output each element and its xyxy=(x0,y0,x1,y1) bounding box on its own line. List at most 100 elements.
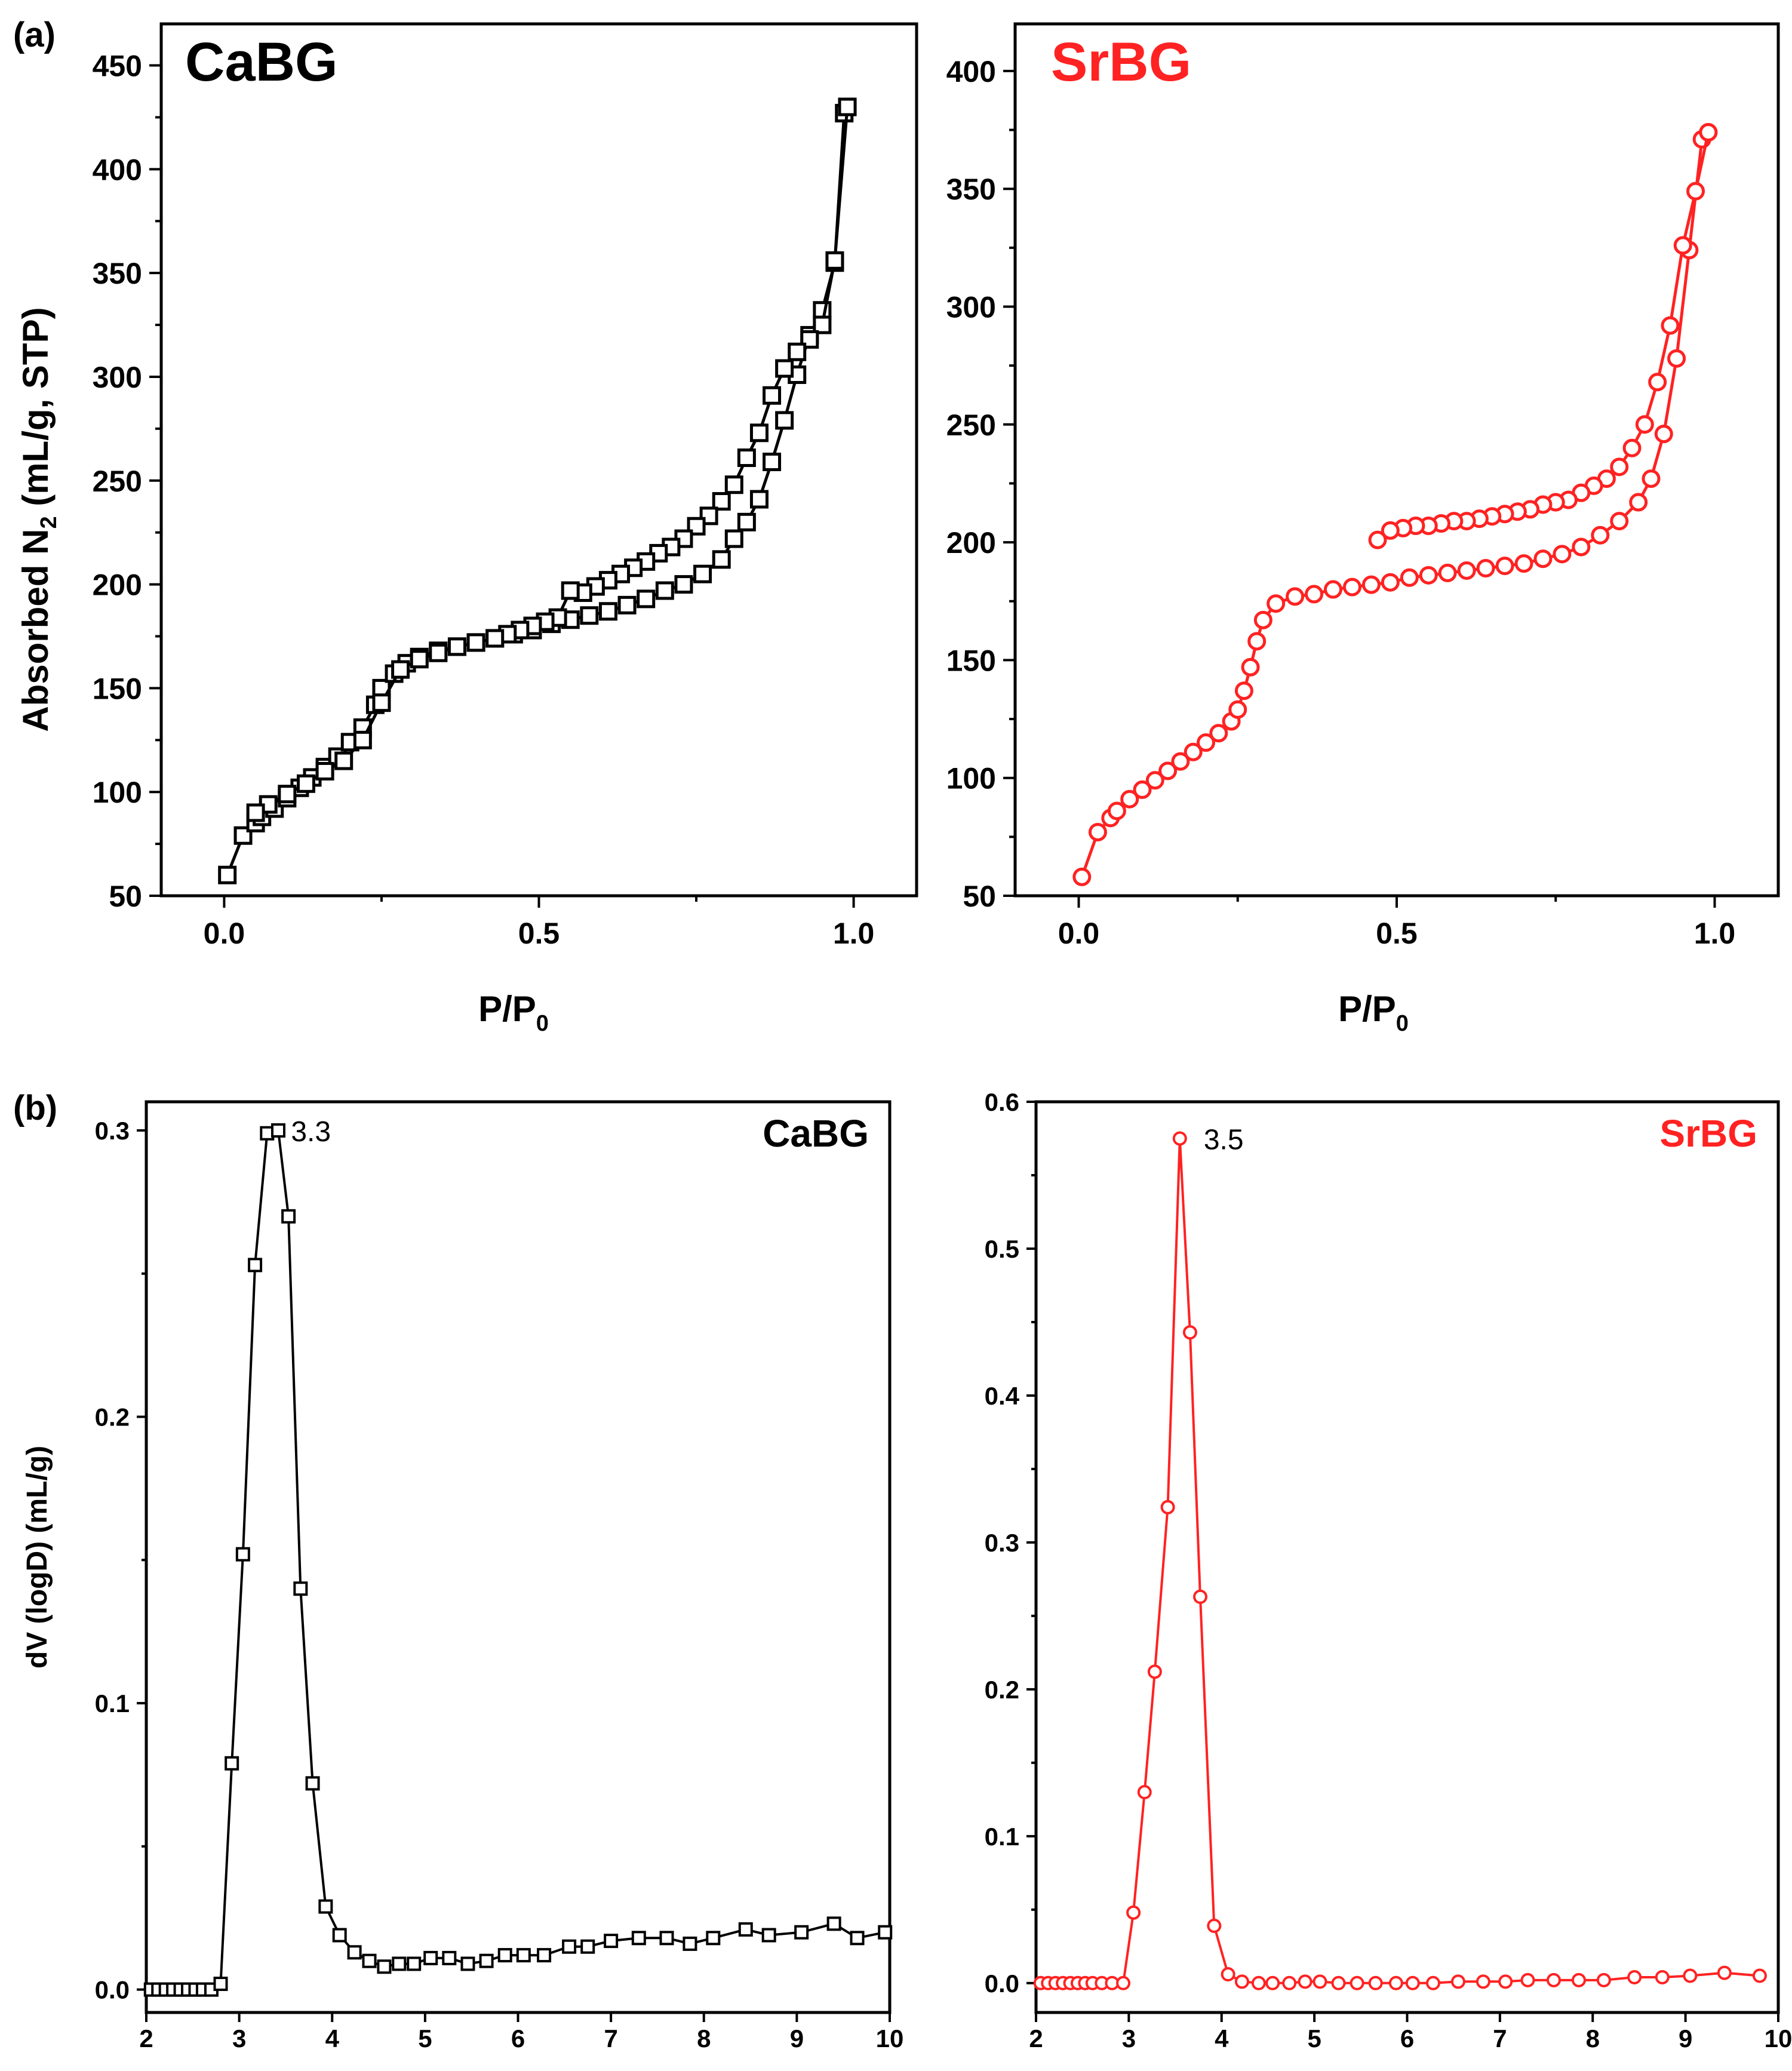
data-point xyxy=(315,761,334,781)
panel-b-label: (b) xyxy=(13,1089,57,1127)
data-point xyxy=(1193,1589,1208,1604)
data-point xyxy=(334,751,354,770)
data-point xyxy=(1197,733,1215,752)
data-point xyxy=(706,1931,721,1946)
chart-cabg-pore-size: 0.0 0.1 0.2 0.3 2 3 4 5 6 7 8 9 10 CaBG Pore diameter … xyxy=(21,1100,903,2071)
data-point xyxy=(1388,1975,1403,1990)
data-point xyxy=(1596,1972,1611,1987)
data-point xyxy=(1072,867,1092,886)
data-point xyxy=(1642,469,1661,488)
chart-title: CaBG xyxy=(185,32,338,93)
data-point xyxy=(278,785,297,804)
data-point xyxy=(213,1977,228,1992)
data-point xyxy=(1546,1972,1561,1987)
data-point xyxy=(737,448,756,468)
data-point xyxy=(1221,1967,1235,1982)
y-tick-label: 400 xyxy=(946,55,996,88)
data-point xyxy=(1116,1975,1131,1990)
panel-a-label: (a) xyxy=(13,16,56,54)
data-point xyxy=(318,1899,333,1914)
xlabel-a1: P/P0 xyxy=(478,989,549,1036)
y-tick-label: 0.3 xyxy=(985,1529,1019,1557)
x-tick-label: 0.5 xyxy=(518,917,560,950)
data-point xyxy=(761,1928,776,1943)
data-point xyxy=(1324,580,1342,599)
x-tick-label: 2 xyxy=(139,2024,153,2052)
data-point xyxy=(712,492,731,511)
plot-frame xyxy=(1034,1100,1780,2014)
data-point xyxy=(878,1925,893,1940)
data-point xyxy=(1158,761,1178,781)
data-point xyxy=(1361,575,1381,594)
data-point xyxy=(1265,1975,1280,1990)
data-point xyxy=(1368,1975,1383,1990)
plot-frame xyxy=(1013,22,1780,898)
data-point xyxy=(1426,1975,1441,1990)
data-point xyxy=(1752,1968,1767,1983)
data-point xyxy=(1145,771,1164,790)
data-point xyxy=(1331,1975,1346,1990)
y-tick-label: 0.2 xyxy=(95,1403,130,1431)
data-point xyxy=(693,564,712,583)
y-tick-label: 0.1 xyxy=(985,1823,1019,1851)
data-point xyxy=(749,423,769,443)
data-point xyxy=(1514,554,1533,573)
chart-srbg-pore-size: 0.0 0.1 0.2 0.3 0.4 0.5 0.6 2 3 4 5 6 7 8 9 10 SrBG Pore … xyxy=(985,1088,1792,2071)
y-tick-label: 100 xyxy=(946,762,996,795)
data-point xyxy=(794,1925,809,1940)
data-point xyxy=(1107,801,1126,821)
data-point xyxy=(737,512,756,531)
data-point xyxy=(738,1922,753,1937)
data-point xyxy=(1234,1974,1249,1989)
data-point xyxy=(775,411,794,430)
data-point xyxy=(1228,700,1247,719)
xlabel-a2: P/P0 xyxy=(1338,989,1409,1036)
data-point xyxy=(1654,425,1673,444)
data-point xyxy=(1305,585,1324,604)
data-point xyxy=(1553,545,1572,564)
data-point xyxy=(1673,236,1692,255)
x-tick-label: 6 xyxy=(1400,2024,1414,2052)
data-point xyxy=(655,581,674,600)
chart-title: CaBG xyxy=(763,1112,869,1155)
data-point xyxy=(1591,526,1610,545)
data-point xyxy=(1207,1918,1222,1933)
data-point xyxy=(460,1956,475,1971)
data-point xyxy=(788,342,807,361)
y-tick-label: 300 xyxy=(946,291,996,324)
data-point xyxy=(1137,1785,1152,1800)
data-point xyxy=(332,1928,347,1943)
data-point xyxy=(537,1948,552,1963)
data-point xyxy=(1184,742,1203,761)
data-point xyxy=(1126,1905,1141,1920)
data-point xyxy=(850,1931,865,1946)
data-point xyxy=(604,1934,619,1949)
data-point xyxy=(1147,1664,1162,1679)
data-point xyxy=(1342,577,1361,597)
data-point xyxy=(617,595,637,614)
y-tick-label: 450 xyxy=(93,50,142,83)
data-point xyxy=(838,97,857,116)
data-point xyxy=(1498,1974,1513,1989)
data-point xyxy=(1241,657,1260,677)
data-point xyxy=(372,693,391,712)
data-point xyxy=(562,1939,577,1954)
data-point xyxy=(485,629,505,648)
data-point xyxy=(1610,512,1629,531)
data-point xyxy=(1627,1969,1642,1984)
data-point xyxy=(1686,182,1705,201)
data-point xyxy=(296,774,315,793)
y-tick-label: 250 xyxy=(946,408,996,442)
data-point xyxy=(1667,349,1686,368)
x-tick-label: 7 xyxy=(1493,2024,1507,2052)
data-point xyxy=(1400,568,1419,587)
data-point xyxy=(631,1931,646,1946)
x-tick-label: 1.0 xyxy=(1694,917,1736,950)
data-point xyxy=(1171,752,1190,771)
data-point xyxy=(516,1948,531,1963)
data-point xyxy=(362,1953,377,1968)
data-point xyxy=(1182,1325,1197,1340)
data-point xyxy=(1450,1974,1465,1989)
data-point xyxy=(1438,563,1457,582)
data-point xyxy=(1476,559,1495,578)
